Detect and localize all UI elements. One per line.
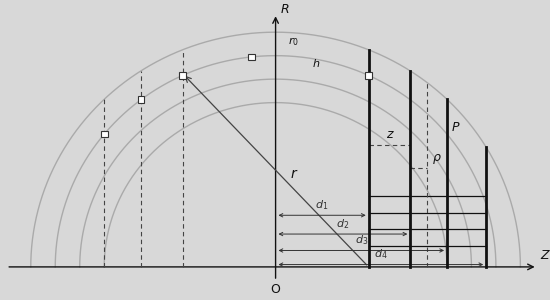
Bar xyxy=(101,131,108,137)
Text: z: z xyxy=(386,128,393,141)
Text: Z: Z xyxy=(540,249,548,262)
Bar xyxy=(138,96,144,103)
Text: $r_0$: $r_0$ xyxy=(288,35,299,48)
Bar xyxy=(365,72,372,79)
Bar xyxy=(179,72,186,79)
Text: $d_1$: $d_1$ xyxy=(316,198,329,212)
Text: R: R xyxy=(280,3,289,16)
Bar xyxy=(248,54,255,60)
Text: $d_4$: $d_4$ xyxy=(374,247,388,261)
Text: r: r xyxy=(290,167,296,181)
Text: O: O xyxy=(271,283,281,296)
Text: $\rho$: $\rho$ xyxy=(432,152,442,166)
Text: P: P xyxy=(452,121,459,134)
Text: $d_2$: $d_2$ xyxy=(336,217,349,230)
Text: h: h xyxy=(312,59,320,69)
Text: $d_3$: $d_3$ xyxy=(355,233,368,247)
